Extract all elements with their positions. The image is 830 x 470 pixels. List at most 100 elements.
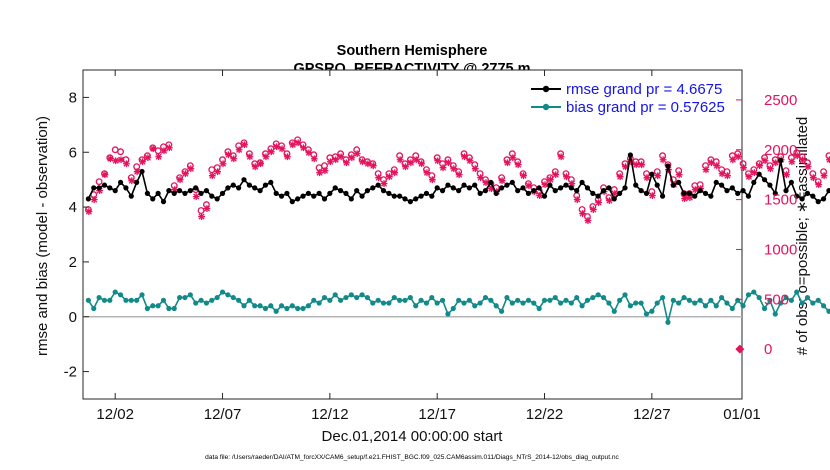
rmse-marker [364, 188, 371, 194]
obs-assimilated-marker [589, 206, 597, 213]
rmse-marker [584, 185, 591, 191]
obs-assimilated-marker [466, 157, 474, 165]
obs-assimilated-marker [203, 205, 211, 212]
obs-assimilated-marker [514, 161, 522, 169]
bias-marker [681, 294, 687, 301]
bias-marker [719, 294, 725, 301]
obs-assimilated-marker [659, 156, 667, 164]
x-tick-label: 12/12 [311, 406, 349, 423]
bias-marker [515, 297, 521, 303]
obs-assimilated-marker [96, 187, 103, 195]
bias-marker [117, 292, 124, 298]
rmse-marker [236, 185, 242, 191]
rmse-marker [735, 190, 741, 196]
legend-bias-marker [542, 103, 550, 111]
obs-assimilated-marker [267, 148, 275, 156]
rmse-marker [472, 182, 478, 188]
obs-assimilated-marker [761, 157, 769, 165]
rmse-marker [617, 190, 623, 196]
obs-assimilated-marker [632, 161, 640, 169]
bias-marker [686, 297, 693, 303]
obs-assimilated-marker [353, 150, 361, 158]
obs-assimilated-marker [729, 156, 737, 164]
rmse-marker [198, 190, 204, 196]
rmse-marker [343, 190, 349, 196]
obs-assimilated-marker [707, 159, 715, 167]
bias-marker [337, 297, 344, 303]
rmse-marker [246, 182, 252, 188]
bias-marker [370, 300, 376, 306]
rmse-marker [541, 193, 548, 199]
bias-marker [278, 303, 285, 309]
bias-marker [418, 297, 424, 303]
obs-assimilated-marker [622, 163, 629, 171]
obs-assimilated-marker [149, 145, 157, 153]
x-tick-label: 01/01 [723, 406, 761, 423]
rmse-marker [659, 193, 666, 199]
bias-marker [257, 303, 263, 309]
bias-marker [783, 294, 789, 301]
obs-assimilated-marker [579, 210, 586, 217]
obs-assimilated-marker [681, 195, 688, 203]
bias-marker [112, 289, 118, 295]
rmse-marker [139, 168, 145, 175]
x-axis-label: Dec.01,2014 00:00:00 start [322, 428, 504, 445]
bias-marker [788, 297, 794, 303]
bias-marker [595, 292, 601, 298]
rmse-marker [606, 185, 612, 191]
obs-assimilated-marker [123, 160, 130, 168]
obs-assimilated-marker [359, 158, 366, 166]
obs-assimilated-marker [734, 153, 742, 161]
bias-marker [134, 297, 140, 303]
bias-marker [246, 297, 252, 303]
rmse-marker [461, 182, 467, 188]
bias-marker [600, 294, 607, 301]
obs-assimilated-marker [219, 160, 227, 168]
obs-assimilated-marker [557, 153, 565, 161]
rmse-marker [386, 190, 392, 196]
obs-assimilated-marker [289, 141, 297, 149]
bias-marker [477, 300, 483, 306]
rmse-marker [450, 185, 456, 191]
rmse-marker [144, 190, 150, 196]
obs-assimilated-marker [820, 172, 828, 180]
obs-assimilated-marker [198, 213, 205, 220]
rmse-marker [558, 185, 564, 191]
y-right-tick-label: 1000 [764, 241, 797, 258]
bias-marker [617, 297, 623, 303]
bias-marker [778, 300, 784, 306]
obs-assimilated-marker [434, 157, 442, 165]
obs-assimilated-marker [675, 171, 683, 179]
obs-assimilated-marker [563, 173, 570, 181]
rmse-marker [295, 196, 301, 202]
bias-marker [611, 308, 617, 314]
rmse-marker [230, 182, 236, 188]
bias-marker [450, 305, 456, 312]
rmse-marker [783, 188, 789, 194]
legend-bias-label: bias grand pr = 0.57625 [566, 99, 725, 116]
obs-assimilated-marker [718, 170, 726, 178]
bias-marker [295, 305, 301, 312]
rmse-marker [638, 188, 644, 194]
obs-assimilated-marker [278, 145, 286, 153]
bias-marker [665, 319, 671, 325]
obs-assimilated-marker [423, 169, 431, 177]
bias-marker [198, 297, 204, 303]
rmse-marker [681, 190, 687, 196]
rmse-marker [477, 190, 483, 196]
rmse-marker [284, 190, 290, 196]
obs-assimilated-marker [788, 158, 796, 166]
rmse-marker [643, 190, 650, 196]
rmse-marker [456, 188, 462, 194]
obs-assimilated-marker [385, 173, 393, 181]
rmse-marker [418, 193, 424, 199]
bias-marker [633, 300, 639, 306]
bias-marker [761, 305, 768, 312]
bias-marker [643, 311, 650, 317]
rmse-marker [402, 196, 408, 202]
bias-marker [740, 303, 746, 309]
rmse-marker [676, 179, 682, 186]
bias-marker [520, 300, 526, 306]
rmse-marker [219, 190, 226, 196]
bias-marker [219, 289, 226, 295]
